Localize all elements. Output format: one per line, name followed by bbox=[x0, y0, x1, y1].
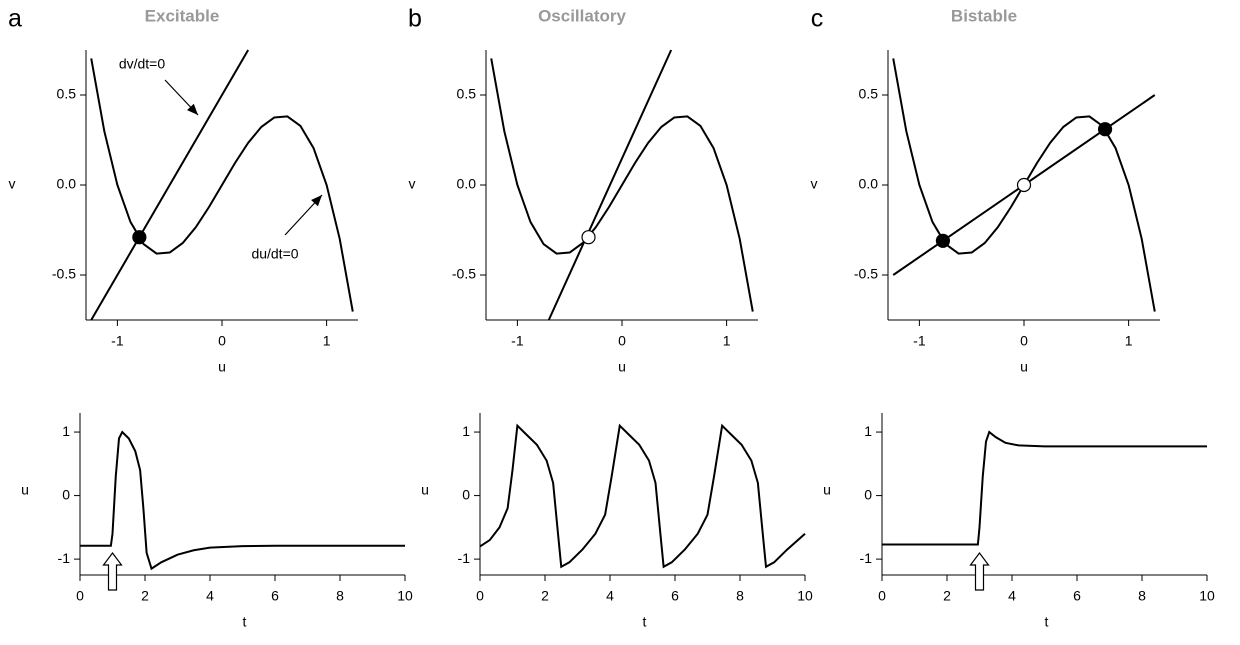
y-axis-label: u bbox=[421, 481, 429, 497]
x-tick-label: 1 bbox=[723, 333, 731, 349]
x-tick-label: 6 bbox=[271, 588, 279, 604]
x-tick-label: 6 bbox=[671, 588, 679, 604]
curve bbox=[882, 430, 1207, 546]
panel-letter: a bbox=[8, 5, 22, 33]
y-tick-label: 0.0 bbox=[859, 176, 879, 192]
x-tick-label: 10 bbox=[397, 588, 413, 604]
y-tick-label: 0 bbox=[462, 486, 470, 502]
y-tick-label: 1 bbox=[864, 423, 872, 439]
panel-letter: c bbox=[811, 5, 824, 33]
curve bbox=[90, 58, 354, 312]
chart-title: Bistable bbox=[951, 6, 1017, 25]
x-tick-label: 4 bbox=[606, 588, 614, 604]
fixed-point bbox=[581, 230, 596, 245]
stimulus-arrow bbox=[102, 552, 123, 591]
y-tick-label: 0.0 bbox=[457, 176, 477, 192]
fixed-point bbox=[1097, 122, 1113, 137]
x-tick-label: 0 bbox=[878, 588, 886, 604]
y-tick-label: 0.5 bbox=[57, 86, 77, 102]
x-tick-label: -1 bbox=[511, 333, 524, 349]
x-tick-label: 1 bbox=[1125, 333, 1133, 349]
y-tick-label: 1 bbox=[62, 423, 70, 439]
stimulus-arrow bbox=[969, 552, 990, 591]
x-tick-label: 2 bbox=[541, 588, 549, 604]
y-axis-label: u bbox=[21, 481, 29, 497]
x-axis-label: t bbox=[643, 614, 647, 630]
y-tick-label: -0.5 bbox=[52, 266, 76, 282]
x-tick-label: 10 bbox=[1199, 588, 1215, 604]
curve bbox=[547, 49, 673, 321]
x-tick-label: 0 bbox=[618, 333, 626, 349]
x-tick-label: 4 bbox=[1008, 588, 1016, 604]
y-tick-label: 0 bbox=[62, 486, 70, 502]
x-tick-label: 8 bbox=[336, 588, 344, 604]
x-tick-label: 2 bbox=[141, 588, 149, 604]
x-tick-label: 2 bbox=[943, 588, 951, 604]
annotation: dv/dt=0 bbox=[119, 56, 166, 72]
y-axis-label: v bbox=[811, 176, 818, 192]
y-tick-label: -1 bbox=[860, 550, 873, 566]
y-tick-label: -1 bbox=[58, 550, 71, 566]
x-tick-label: -1 bbox=[913, 333, 926, 349]
y-axis-label: v bbox=[409, 176, 416, 192]
x-tick-label: 0 bbox=[218, 333, 226, 349]
x-tick-label: 0 bbox=[1020, 333, 1028, 349]
x-tick-label: 0 bbox=[476, 588, 484, 604]
curve bbox=[80, 430, 405, 571]
y-tick-label: 0 bbox=[864, 486, 872, 502]
y-tick-label: -0.5 bbox=[452, 266, 476, 282]
x-axis-label: u bbox=[218, 359, 226, 375]
annotation: du/dt=0 bbox=[251, 246, 298, 262]
x-tick-label: 0 bbox=[76, 588, 84, 604]
x-tick-label: -1 bbox=[111, 333, 124, 349]
chart-title: Excitable bbox=[145, 6, 220, 25]
y-tick-label: -0.5 bbox=[854, 266, 878, 282]
curve bbox=[90, 49, 250, 321]
x-axis-label: u bbox=[1020, 359, 1028, 375]
chart-title: Oscillatory bbox=[538, 6, 626, 25]
y-tick-label: -1 bbox=[458, 550, 471, 566]
arrow-head bbox=[311, 195, 322, 207]
panel-letter: b bbox=[408, 5, 422, 33]
y-axis-label: u bbox=[823, 481, 831, 497]
fixed-point bbox=[1016, 177, 1032, 193]
y-tick-label: 1 bbox=[462, 423, 470, 439]
x-tick-label: 1 bbox=[323, 333, 331, 349]
x-tick-label: 8 bbox=[736, 588, 744, 604]
x-axis-label: t bbox=[1045, 614, 1049, 630]
curve bbox=[490, 58, 754, 312]
y-tick-label: 0.0 bbox=[57, 176, 77, 192]
x-tick-label: 8 bbox=[1138, 588, 1146, 604]
y-axis-label: v bbox=[9, 176, 16, 192]
fixed-point bbox=[132, 230, 147, 245]
fixed-point bbox=[935, 233, 951, 248]
y-tick-label: 0.5 bbox=[457, 86, 477, 102]
arrow-head bbox=[187, 103, 198, 115]
y-tick-label: 0.5 bbox=[859, 86, 879, 102]
x-axis-label: t bbox=[243, 614, 247, 630]
x-tick-label: 4 bbox=[206, 588, 214, 604]
x-axis-label: u bbox=[618, 359, 626, 375]
x-tick-label: 6 bbox=[1073, 588, 1081, 604]
x-tick-label: 10 bbox=[797, 588, 813, 604]
curve bbox=[479, 423, 806, 569]
